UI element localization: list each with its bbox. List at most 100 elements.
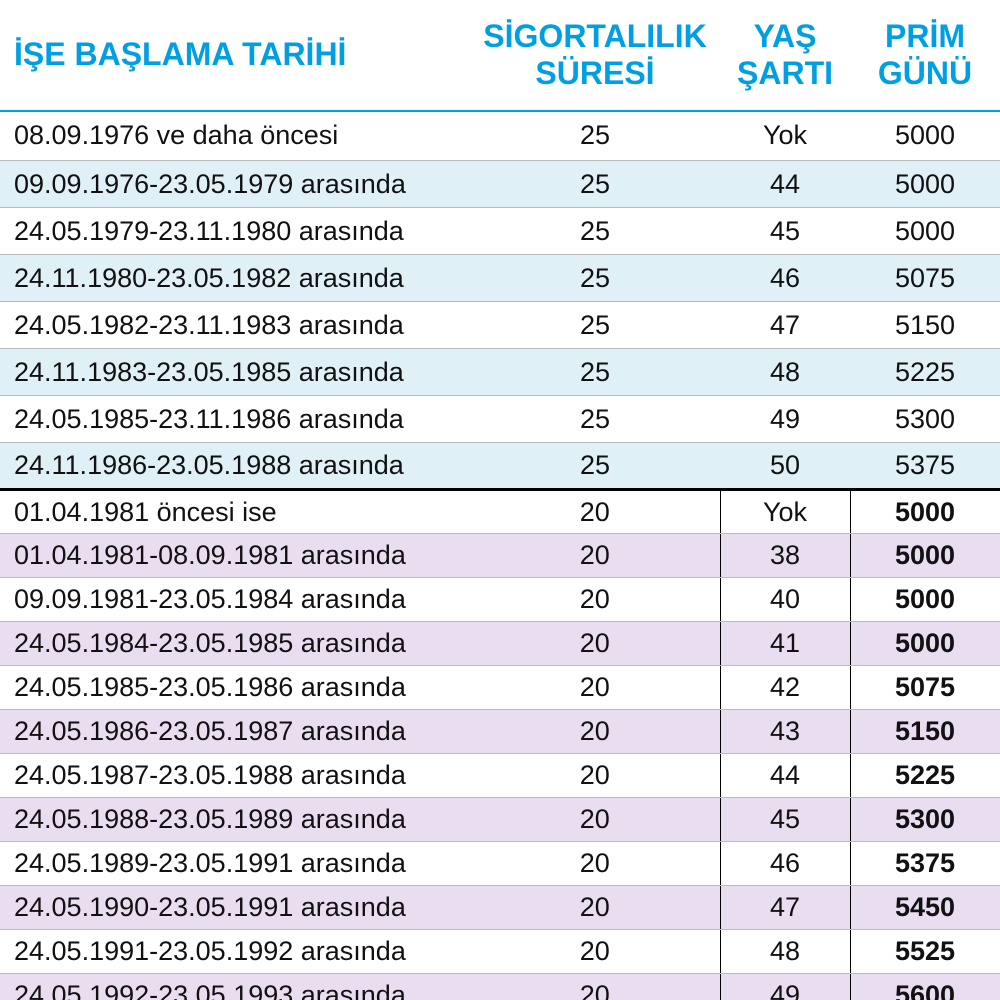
cell-age-requirement: 44 bbox=[720, 754, 850, 798]
table-header-row: İŞE BAŞLAMA TARİHİ SİGORTALILIK SÜRESİ Y… bbox=[0, 0, 1000, 111]
cell-insurance-duration: 20 bbox=[470, 622, 720, 666]
cell-start-date: 24.05.1984-23.05.1985 arasında bbox=[0, 622, 470, 666]
col-header-start-date: İŞE BAŞLAMA TARİHİ bbox=[0, 0, 470, 111]
cell-age-requirement: 48 bbox=[720, 349, 850, 396]
cell-start-date: 24.11.1980-23.05.1982 arasında bbox=[0, 255, 470, 302]
cell-age-requirement: 38 bbox=[720, 534, 850, 578]
cell-premium-days: 5525 bbox=[850, 930, 1000, 974]
cell-premium-days: 5000 bbox=[850, 161, 1000, 208]
cell-start-date: 24.05.1985-23.05.1986 arasında bbox=[0, 666, 470, 710]
cell-start-date: 24.05.1992-23.05.1993 arasında bbox=[0, 974, 470, 1000]
table-body: 08.09.1976 ve daha öncesi25Yok500009.09.… bbox=[0, 111, 1000, 1000]
cell-insurance-duration: 25 bbox=[470, 396, 720, 443]
cell-premium-days: 5150 bbox=[850, 302, 1000, 349]
cell-age-requirement: 43 bbox=[720, 710, 850, 754]
table-row: 24.05.1991-23.05.1992 arasında20485525 bbox=[0, 930, 1000, 974]
cell-start-date: 24.05.1988-23.05.1989 arasında bbox=[0, 798, 470, 842]
cell-insurance-duration: 25 bbox=[470, 349, 720, 396]
cell-age-requirement: 45 bbox=[720, 798, 850, 842]
cell-start-date: 24.05.1979-23.11.1980 arasında bbox=[0, 208, 470, 255]
cell-age-requirement: 46 bbox=[720, 842, 850, 886]
header-label: ŞARTI bbox=[737, 55, 833, 91]
cell-premium-days: 5375 bbox=[850, 842, 1000, 886]
cell-start-date: 24.11.1983-23.05.1985 arasında bbox=[0, 349, 470, 396]
cell-age-requirement: 46 bbox=[720, 255, 850, 302]
cell-premium-days: 5000 bbox=[850, 578, 1000, 622]
table-row: 08.09.1976 ve daha öncesi25Yok5000 bbox=[0, 111, 1000, 161]
cell-start-date: 24.05.1985-23.11.1986 arasında bbox=[0, 396, 470, 443]
cell-age-requirement: 44 bbox=[720, 161, 850, 208]
table-row: 24.11.1986-23.05.1988 arasında25505375 bbox=[0, 443, 1000, 490]
cell-premium-days: 5225 bbox=[850, 754, 1000, 798]
cell-age-requirement: 49 bbox=[720, 974, 850, 1000]
table-row: 24.05.1985-23.05.1986 arasında20425075 bbox=[0, 666, 1000, 710]
cell-premium-days: 5000 bbox=[850, 490, 1000, 534]
cell-start-date: 24.05.1990-23.05.1991 arasında bbox=[0, 886, 470, 930]
table-row: 24.05.1982-23.11.1983 arasında25475150 bbox=[0, 302, 1000, 349]
cell-start-date: 24.11.1986-23.05.1988 arasında bbox=[0, 443, 470, 490]
cell-start-date: 24.05.1982-23.11.1983 arasında bbox=[0, 302, 470, 349]
cell-age-requirement: Yok bbox=[720, 490, 850, 534]
cell-age-requirement: 49 bbox=[720, 396, 850, 443]
cell-insurance-duration: 20 bbox=[470, 710, 720, 754]
cell-insurance-duration: 25 bbox=[470, 302, 720, 349]
col-header-premium-days: PRİM GÜNÜ bbox=[850, 0, 1000, 111]
cell-insurance-duration: 25 bbox=[470, 443, 720, 490]
table-row: 24.05.1989-23.05.1991 arasında20465375 bbox=[0, 842, 1000, 886]
cell-start-date: 01.04.1981-08.09.1981 arasında bbox=[0, 534, 470, 578]
cell-start-date: 24.05.1989-23.05.1991 arasında bbox=[0, 842, 470, 886]
cell-insurance-duration: 20 bbox=[470, 798, 720, 842]
table-row: 24.11.1980-23.05.1982 arasında25465075 bbox=[0, 255, 1000, 302]
header-label: İŞE BAŞLAMA TARİHİ bbox=[14, 36, 346, 72]
cell-start-date: 08.09.1976 ve daha öncesi bbox=[0, 111, 470, 161]
table-row: 09.09.1981-23.05.1984 arasında20405000 bbox=[0, 578, 1000, 622]
table-row: 24.05.1992-23.05.1993 arasında20495600 bbox=[0, 974, 1000, 1000]
retirement-conditions-table: İŞE BAŞLAMA TARİHİ SİGORTALILIK SÜRESİ Y… bbox=[0, 0, 1000, 1000]
table-row: 01.04.1981 öncesi ise20Yok5000 bbox=[0, 490, 1000, 534]
header-label: YAŞ bbox=[754, 18, 817, 54]
cell-insurance-duration: 20 bbox=[470, 534, 720, 578]
cell-age-requirement: Yok bbox=[720, 111, 850, 161]
cell-premium-days: 5075 bbox=[850, 255, 1000, 302]
cell-insurance-duration: 25 bbox=[470, 161, 720, 208]
table-row: 24.05.1990-23.05.1991 arasında20475450 bbox=[0, 886, 1000, 930]
table: İŞE BAŞLAMA TARİHİ SİGORTALILIK SÜRESİ Y… bbox=[0, 0, 1000, 1000]
cell-premium-days: 5375 bbox=[850, 443, 1000, 490]
cell-premium-days: 5450 bbox=[850, 886, 1000, 930]
cell-age-requirement: 45 bbox=[720, 208, 850, 255]
cell-age-requirement: 50 bbox=[720, 443, 850, 490]
table-row: 24.05.1979-23.11.1980 arasında25455000 bbox=[0, 208, 1000, 255]
header-label: GÜNÜ bbox=[878, 55, 972, 91]
cell-age-requirement: 40 bbox=[720, 578, 850, 622]
cell-age-requirement: 48 bbox=[720, 930, 850, 974]
cell-age-requirement: 42 bbox=[720, 666, 850, 710]
cell-premium-days: 5300 bbox=[850, 396, 1000, 443]
header-label: SİGORTALILIK bbox=[483, 18, 706, 54]
cell-premium-days: 5600 bbox=[850, 974, 1000, 1000]
table-row: 01.04.1981-08.09.1981 arasında20385000 bbox=[0, 534, 1000, 578]
cell-age-requirement: 47 bbox=[720, 886, 850, 930]
cell-insurance-duration: 20 bbox=[470, 490, 720, 534]
table-row: 24.11.1983-23.05.1985 arasında25485225 bbox=[0, 349, 1000, 396]
cell-age-requirement: 41 bbox=[720, 622, 850, 666]
cell-insurance-duration: 20 bbox=[470, 666, 720, 710]
cell-insurance-duration: 25 bbox=[470, 255, 720, 302]
cell-insurance-duration: 25 bbox=[470, 111, 720, 161]
cell-premium-days: 5075 bbox=[850, 666, 1000, 710]
cell-start-date: 01.04.1981 öncesi ise bbox=[0, 490, 470, 534]
cell-premium-days: 5000 bbox=[850, 622, 1000, 666]
cell-insurance-duration: 20 bbox=[470, 842, 720, 886]
table-row: 09.09.1976-23.05.1979 arasında25445000 bbox=[0, 161, 1000, 208]
cell-premium-days: 5000 bbox=[850, 208, 1000, 255]
cell-insurance-duration: 20 bbox=[470, 578, 720, 622]
cell-start-date: 09.09.1976-23.05.1979 arasında bbox=[0, 161, 470, 208]
table-row: 24.05.1986-23.05.1987 arasında20435150 bbox=[0, 710, 1000, 754]
cell-premium-days: 5150 bbox=[850, 710, 1000, 754]
cell-start-date: 24.05.1986-23.05.1987 arasında bbox=[0, 710, 470, 754]
cell-insurance-duration: 20 bbox=[470, 930, 720, 974]
table-row: 24.05.1988-23.05.1989 arasında20455300 bbox=[0, 798, 1000, 842]
cell-premium-days: 5300 bbox=[850, 798, 1000, 842]
table-row: 24.05.1985-23.11.1986 arasında25495300 bbox=[0, 396, 1000, 443]
header-label: PRİM bbox=[885, 18, 965, 54]
cell-start-date: 09.09.1981-23.05.1984 arasında bbox=[0, 578, 470, 622]
